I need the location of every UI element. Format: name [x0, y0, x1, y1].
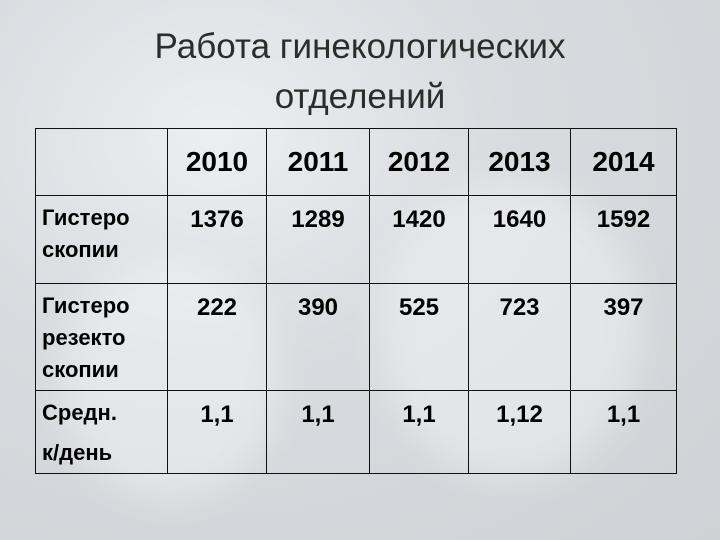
column-header: 2014 — [570, 128, 677, 196]
header-row: 2010 2011 2012 2013 2014 — [35, 128, 677, 196]
table-row: Средн. к/день 1,1 1,1 1,1 1,12 1,1 — [35, 390, 677, 474]
table-cell: 1289 — [266, 195, 370, 284]
table-row: Гистеро скопии 1376 1289 1420 1640 1592 — [35, 195, 677, 284]
corner-cell — [35, 128, 168, 196]
title-line: отделений — [274, 77, 446, 116]
table-cell: 723 — [468, 283, 571, 391]
table-cell: 525 — [369, 283, 469, 391]
table-cell: 1,1 — [266, 390, 370, 474]
column-header: 2010 — [167, 128, 267, 196]
row-label: Гистеро резекто скопии — [35, 283, 168, 391]
table-cell: 397 — [570, 283, 677, 391]
table-cell: 1592 — [570, 195, 677, 284]
table-cell: 390 — [266, 283, 370, 391]
table-cell: 1,1 — [570, 390, 677, 474]
label-line: резекто — [42, 325, 126, 350]
table-cell: 1376 — [167, 195, 267, 284]
label-line: к/день — [42, 440, 113, 465]
table-cell: 1,1 — [369, 390, 469, 474]
table-row: Гистеро резекто скопии 222 390 525 723 397 — [35, 283, 677, 391]
label-line: Гистеро — [42, 205, 130, 230]
column-header: 2011 — [266, 128, 370, 196]
label-line: скопии — [42, 357, 119, 382]
slide-title: Работа гинекологических отделений — [0, 22, 720, 122]
table-cell: 222 — [167, 283, 267, 391]
label-line: Гистеро — [42, 293, 130, 318]
table-cell: 1640 — [468, 195, 571, 284]
label-line: скопии — [42, 237, 119, 262]
column-header: 2013 — [468, 128, 571, 196]
column-header: 2012 — [369, 128, 469, 196]
table-cell: 1,1 — [167, 390, 267, 474]
table-cell: 1,12 — [468, 390, 571, 474]
row-label: Гистеро скопии — [35, 195, 168, 284]
title-line: Работа гинекологических — [154, 27, 566, 66]
row-label: Средн. к/день — [35, 390, 168, 474]
data-table: 2010 2011 2012 2013 2014 Гистеро скопии 1… — [35, 128, 677, 474]
table-cell: 1420 — [369, 195, 469, 284]
label-line: Средн. — [42, 400, 117, 425]
